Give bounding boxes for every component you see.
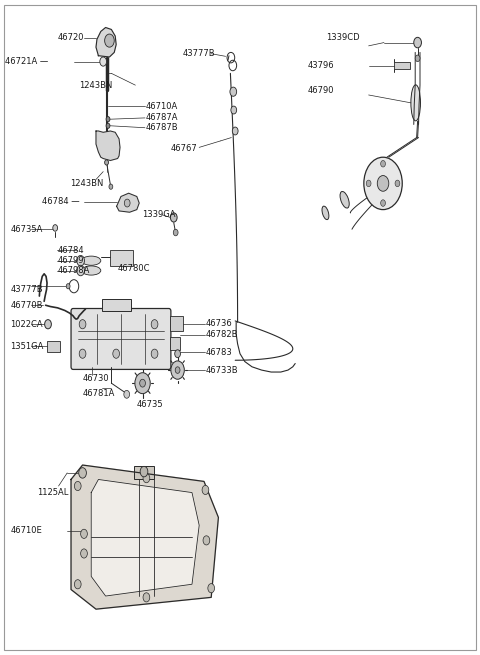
Circle shape	[74, 481, 81, 491]
Text: 1243BN: 1243BN	[79, 81, 113, 90]
Bar	[170, 337, 180, 350]
Circle shape	[53, 225, 58, 231]
Circle shape	[231, 106, 237, 114]
Circle shape	[203, 536, 210, 545]
Circle shape	[140, 379, 145, 387]
Text: 46721A —: 46721A —	[5, 57, 48, 66]
Circle shape	[66, 284, 70, 289]
Bar	[47, 341, 60, 352]
Ellipse shape	[340, 191, 349, 208]
Circle shape	[100, 57, 107, 66]
Circle shape	[81, 529, 87, 538]
Text: 46710A: 46710A	[146, 102, 178, 111]
Text: 46720: 46720	[58, 33, 84, 43]
Text: 46767: 46767	[171, 144, 198, 153]
Circle shape	[170, 213, 177, 222]
Circle shape	[366, 180, 371, 187]
Circle shape	[364, 157, 402, 210]
Ellipse shape	[322, 206, 329, 219]
Text: 46787A: 46787A	[146, 113, 179, 122]
Polygon shape	[96, 131, 120, 160]
Text: 46798A: 46798A	[58, 266, 90, 275]
Bar	[134, 466, 154, 479]
Text: 1339CD: 1339CD	[326, 33, 360, 42]
Circle shape	[79, 320, 86, 329]
Circle shape	[105, 160, 108, 165]
Text: 46784 —: 46784 —	[42, 197, 79, 206]
Circle shape	[45, 320, 51, 329]
Bar	[394, 62, 410, 69]
Circle shape	[395, 180, 400, 187]
Circle shape	[232, 127, 238, 135]
Text: 46799: 46799	[58, 256, 84, 265]
Circle shape	[381, 160, 385, 167]
Ellipse shape	[82, 266, 101, 275]
Text: 1243BN: 1243BN	[70, 179, 103, 188]
Circle shape	[113, 349, 120, 358]
Circle shape	[105, 34, 114, 47]
Circle shape	[124, 390, 130, 398]
Circle shape	[151, 320, 158, 329]
Circle shape	[414, 37, 421, 48]
Text: 46730: 46730	[83, 374, 109, 383]
Text: 46781A: 46781A	[83, 388, 115, 398]
Circle shape	[171, 361, 184, 379]
Text: 1125AL: 1125AL	[37, 488, 69, 497]
Text: 43777B: 43777B	[182, 49, 215, 58]
Text: 46736: 46736	[206, 319, 233, 328]
Circle shape	[143, 593, 150, 602]
Circle shape	[79, 349, 86, 358]
Ellipse shape	[82, 256, 101, 265]
Text: 1351GA: 1351GA	[11, 342, 44, 351]
Bar	[170, 316, 183, 331]
Circle shape	[81, 549, 87, 558]
Circle shape	[77, 255, 84, 266]
Circle shape	[175, 350, 180, 358]
Ellipse shape	[411, 84, 420, 121]
Bar	[110, 250, 133, 266]
Text: 43796: 43796	[307, 61, 334, 70]
Text: 46787B: 46787B	[146, 123, 179, 132]
Polygon shape	[91, 479, 199, 596]
Text: 46782B: 46782B	[206, 330, 239, 339]
Circle shape	[202, 485, 209, 495]
Text: 46710E: 46710E	[11, 526, 42, 535]
Text: 46783: 46783	[206, 348, 233, 357]
Circle shape	[230, 87, 237, 96]
Text: 46780C: 46780C	[118, 264, 150, 273]
Circle shape	[77, 265, 84, 276]
Text: 1022CA: 1022CA	[11, 320, 43, 329]
Text: 43777B: 43777B	[11, 285, 43, 294]
Bar	[102, 299, 131, 311]
Text: 46770B: 46770B	[11, 301, 43, 310]
Circle shape	[109, 184, 113, 189]
FancyBboxPatch shape	[71, 309, 171, 369]
Circle shape	[208, 584, 215, 593]
Text: 46733B: 46733B	[206, 365, 239, 375]
Text: 46784: 46784	[58, 246, 84, 255]
Circle shape	[79, 468, 86, 478]
Circle shape	[377, 176, 389, 191]
Circle shape	[173, 229, 178, 236]
Text: 46735: 46735	[137, 400, 163, 409]
Circle shape	[106, 117, 110, 122]
Circle shape	[106, 123, 110, 128]
Circle shape	[124, 199, 130, 207]
Circle shape	[381, 200, 385, 206]
Circle shape	[151, 349, 158, 358]
Circle shape	[135, 373, 150, 394]
Polygon shape	[96, 28, 116, 57]
Text: 1339GA: 1339GA	[142, 210, 175, 219]
Polygon shape	[71, 465, 218, 609]
Circle shape	[140, 466, 148, 477]
Circle shape	[175, 367, 180, 373]
Circle shape	[415, 55, 420, 62]
Circle shape	[143, 474, 150, 483]
Text: 46790: 46790	[307, 86, 334, 95]
Text: 46735A: 46735A	[11, 225, 43, 234]
Circle shape	[74, 580, 81, 589]
Polygon shape	[117, 193, 139, 212]
